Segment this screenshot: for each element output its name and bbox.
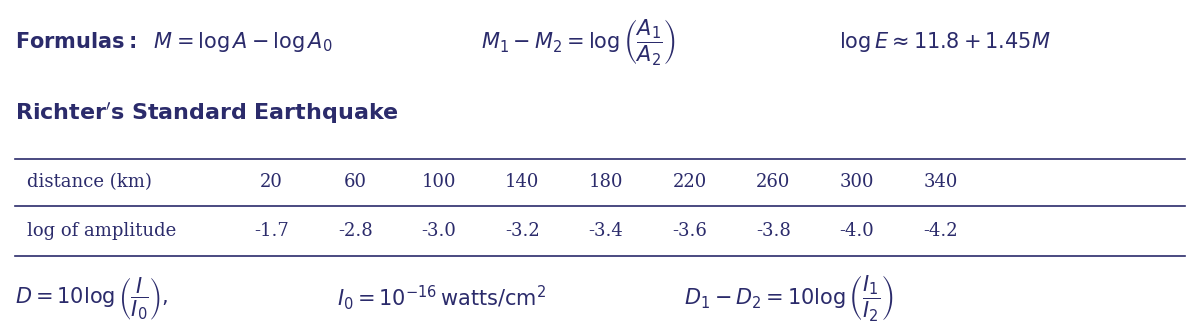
Text: -1.7: -1.7 xyxy=(254,222,289,240)
Text: log of amplitude: log of amplitude xyxy=(26,222,176,240)
Text: -3.4: -3.4 xyxy=(588,222,623,240)
Text: 140: 140 xyxy=(505,173,540,191)
Text: distance (km): distance (km) xyxy=(26,173,151,191)
Text: $\mathbf{Formulas:}$  $M = \log A - \log A_0$: $\mathbf{Formulas:}$ $M = \log A - \log … xyxy=(14,30,332,54)
Text: 180: 180 xyxy=(589,173,623,191)
Text: 20: 20 xyxy=(260,173,283,191)
Text: 220: 220 xyxy=(672,173,707,191)
Text: -3.0: -3.0 xyxy=(421,222,456,240)
Text: $I_0 = 10^{-16}\,\mathrm{watts/cm}^2$: $I_0 = 10^{-16}\,\mathrm{watts/cm}^2$ xyxy=(337,284,546,312)
Text: -3.2: -3.2 xyxy=(505,222,540,240)
Text: -3.6: -3.6 xyxy=(672,222,707,240)
Text: -2.8: -2.8 xyxy=(337,222,372,240)
Text: 300: 300 xyxy=(840,173,874,191)
Text: 260: 260 xyxy=(756,173,791,191)
Text: $D_1 - D_2 = 10\log\left(\dfrac{I_1}{I_2}\right)$: $D_1 - D_2 = 10\log\left(\dfrac{I_1}{I_2… xyxy=(684,273,893,323)
Text: -4.2: -4.2 xyxy=(923,222,958,240)
Text: $\log E \approx 11.8 + 1.45M$: $\log E \approx 11.8 + 1.45M$ xyxy=(839,30,1050,54)
Text: 340: 340 xyxy=(923,173,958,191)
Text: $M_1 - M_2 = \log \left(\dfrac{A_1}{A_2}\right)$: $M_1 - M_2 = \log \left(\dfrac{A_1}{A_2}… xyxy=(480,17,676,67)
Text: $\mathbf{Richter's\ Standard\ Earthquake}$: $\mathbf{Richter's\ Standard\ Earthquake… xyxy=(14,100,398,126)
Text: $D = 10\log\left(\dfrac{I}{I_0}\right),$: $D = 10\log\left(\dfrac{I}{I_0}\right),$ xyxy=(14,275,168,321)
Text: -4.0: -4.0 xyxy=(840,222,874,240)
Text: 100: 100 xyxy=(421,173,456,191)
Text: 60: 60 xyxy=(343,173,367,191)
Text: -3.8: -3.8 xyxy=(756,222,791,240)
